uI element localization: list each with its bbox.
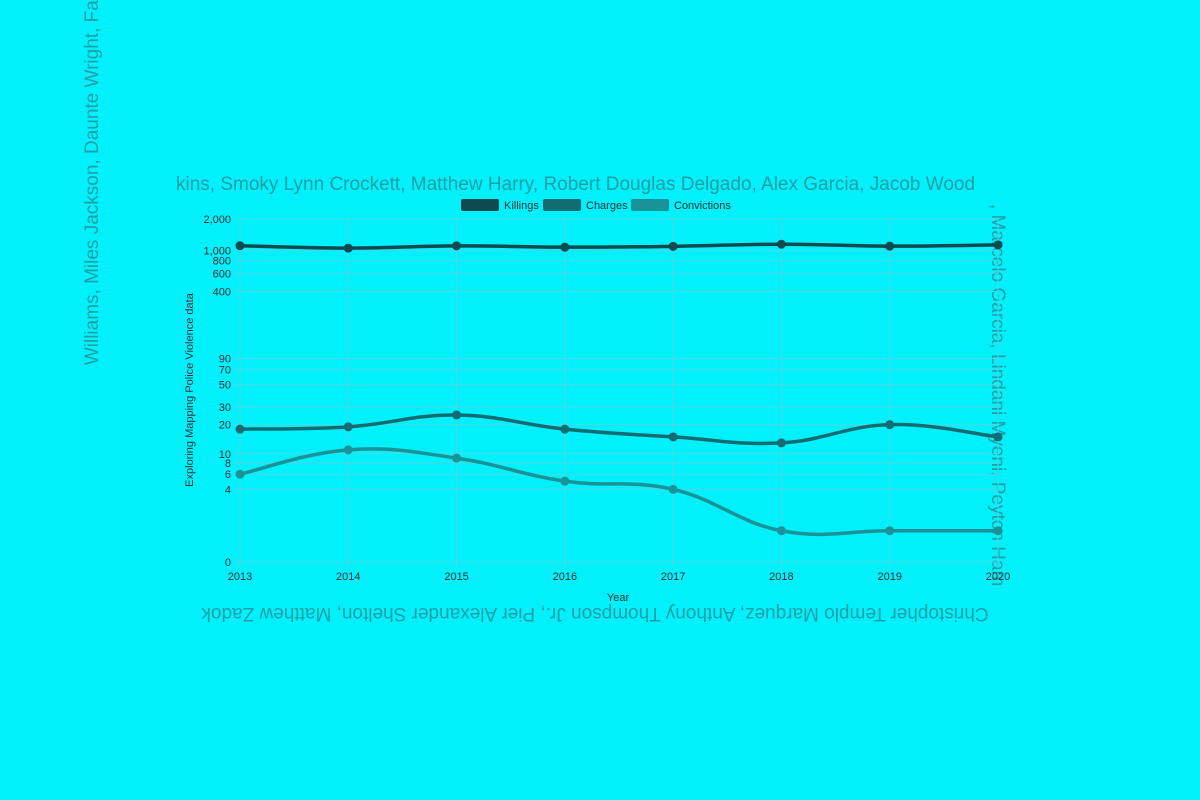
data-point-convictions[interactable] (993, 526, 1003, 536)
x-axis-ticks: 2013 2014 2015 2016 2017 2018 2019 2020 (228, 571, 1010, 583)
legend-swatch-charges[interactable] (543, 199, 581, 211)
y-tick-label: 0 (225, 557, 231, 569)
y-tick-label: 50 (219, 380, 231, 392)
data-point-killings[interactable] (560, 242, 570, 252)
data-point-charges[interactable] (885, 420, 895, 430)
series-convictions (235, 445, 1003, 537)
y-tick-label: 4 (225, 484, 231, 496)
series-lines (235, 239, 1003, 537)
x-tick-label: 2018 (769, 571, 793, 583)
legend-swatch-convictions[interactable] (631, 199, 669, 211)
y-tick-label: 8 (225, 458, 231, 470)
x-axis-title: Year (607, 592, 630, 604)
data-point-killings[interactable] (452, 241, 462, 251)
data-point-killings[interactable] (668, 241, 678, 251)
data-point-charges[interactable] (993, 432, 1003, 442)
legend: Killings Charges Convictions (461, 199, 731, 212)
y-tick-label: 20 (219, 420, 231, 432)
data-point-killings[interactable] (776, 239, 786, 249)
x-tick-label: 2013 (228, 571, 252, 583)
series-charges (235, 410, 1003, 448)
data-point-charges[interactable] (668, 432, 678, 442)
y-tick-label: 400 (213, 287, 231, 299)
series-killings (235, 239, 1003, 253)
y-axis-title: Exploring Mapping Police Violence data (184, 292, 196, 487)
y-tick-label: 800 (213, 255, 231, 267)
series-line-killings (239, 242, 999, 250)
data-point-charges[interactable] (776, 438, 786, 448)
legend-swatch-killings[interactable] (461, 199, 499, 211)
y-tick-label: 600 (213, 268, 231, 280)
y-tick-label: 10 (219, 449, 231, 461)
data-point-killings[interactable] (885, 241, 895, 251)
y-tick-label: 70 (219, 365, 231, 377)
series-line-convictions (239, 447, 998, 537)
y-tick-label: 1,000 (203, 245, 231, 257)
x-tick-label: 2015 (444, 571, 468, 583)
data-point-charges[interactable] (343, 422, 353, 432)
data-point-charges[interactable] (452, 410, 462, 420)
data-point-convictions[interactable] (885, 526, 895, 536)
data-point-charges[interactable] (560, 424, 570, 434)
y-tick-label: 90 (219, 353, 231, 365)
x-tick-label: 2016 (553, 571, 577, 583)
x-tick-label: 2020 (986, 571, 1010, 583)
grid (234, 218, 999, 568)
data-point-convictions[interactable] (668, 484, 678, 494)
data-point-killings[interactable] (235, 241, 245, 251)
x-tick-label: 2019 (877, 571, 901, 583)
legend-label-convictions[interactable]: Convictions (674, 200, 731, 212)
series-line-charges (239, 413, 999, 446)
x-tick-label: 2017 (661, 571, 685, 583)
data-point-convictions[interactable] (452, 453, 462, 463)
y-tick-label: 6 (225, 469, 231, 481)
data-point-convictions[interactable] (776, 526, 786, 536)
data-point-convictions[interactable] (235, 469, 245, 479)
data-point-convictions[interactable] (560, 476, 570, 486)
frame-text-top: kins, Smoky Lynn Crockett, Matthew Harry… (176, 174, 976, 195)
legend-label-charges[interactable]: Charges (586, 200, 628, 212)
data-point-charges[interactable] (235, 424, 245, 434)
data-point-killings[interactable] (993, 240, 1003, 250)
legend-label-killings[interactable]: Killings (504, 200, 539, 212)
y-tick-label: 30 (219, 402, 231, 414)
data-point-convictions[interactable] (343, 445, 353, 455)
data-point-killings[interactable] (343, 243, 353, 253)
y-tick-label: 2,000 (203, 214, 231, 226)
x-tick-label: 2014 (336, 571, 360, 583)
